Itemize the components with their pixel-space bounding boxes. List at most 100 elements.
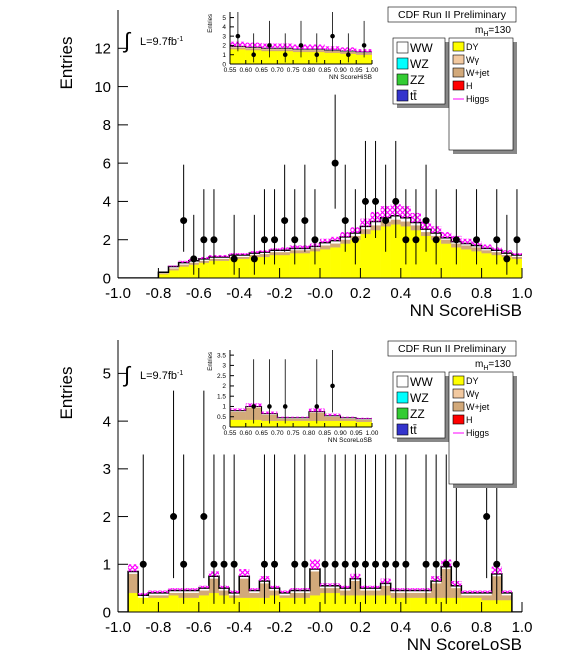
x-tick-label: -0.2: [267, 619, 293, 636]
hatched-bar: [148, 590, 159, 593]
bar: [148, 592, 159, 596]
bar: [481, 248, 492, 251]
y-tick-label: 1: [103, 557, 111, 574]
data-point: [346, 52, 351, 58]
hatched-bar: [461, 590, 472, 593]
hatched-bar: [481, 590, 492, 593]
legend-label: WW: [410, 375, 433, 389]
bar: [178, 262, 189, 265]
x-tick-label: 0.90: [334, 430, 347, 437]
x-tick-label: 0.70: [271, 67, 284, 74]
hatched-bar: [230, 408, 246, 411]
bar: [168, 595, 179, 612]
hatched-bar: [471, 590, 482, 593]
bar: [128, 571, 139, 574]
data-point: [230, 560, 238, 568]
hatched-bar: [219, 255, 230, 257]
data-point: [361, 560, 369, 568]
bar: [309, 571, 321, 596]
luminosity-label: L=9.7fb-1: [140, 36, 183, 48]
data-point: [382, 217, 390, 225]
bar: [127, 592, 139, 612]
x-axis-title: NN ScoreLoSB: [328, 437, 372, 444]
x-tick-label: -0.6: [186, 285, 212, 302]
legend-swatch: [452, 388, 465, 399]
x-tick-label: 0.70: [271, 430, 284, 437]
y-tick-label: 2: [103, 509, 111, 526]
y-tick-label: 10: [94, 79, 111, 96]
y-tick-label: 1: [222, 404, 226, 411]
bar: [471, 597, 482, 612]
bar: [158, 595, 169, 598]
x-tick-label: 0.80: [303, 67, 316, 74]
data-point: [220, 560, 228, 568]
bar: [168, 268, 179, 271]
legend-swatch: [452, 54, 465, 65]
x-tick-label: 0.90: [334, 67, 347, 74]
x-tick-label: -0.8: [145, 619, 171, 636]
bar: [249, 590, 260, 593]
bar: [168, 266, 179, 269]
y-tick-label: 5: [222, 15, 226, 22]
bar: [239, 578, 250, 598]
x-tick-label: 0.4: [390, 285, 411, 302]
legend-label: Higgs: [466, 94, 490, 104]
integral-sign: ∫: [122, 28, 132, 53]
hatched-bar: [293, 416, 309, 418]
bar: [198, 590, 210, 596]
data-point: [330, 33, 335, 39]
bar: [198, 588, 209, 591]
bar: [178, 264, 189, 267]
data-point: [432, 560, 440, 568]
bar: [168, 590, 179, 593]
legend-label: H: [466, 81, 473, 91]
data-point: [271, 236, 279, 244]
bar: [239, 255, 250, 257]
y-tick-label: 2: [103, 232, 111, 249]
y-tick-label: 4: [103, 413, 111, 430]
legend-label: Wγ: [466, 389, 479, 399]
x-tick-label: -0.4: [226, 619, 252, 636]
bar: [340, 420, 357, 427]
bar: [239, 576, 250, 579]
bar: [249, 597, 260, 612]
hatched-bar: [178, 260, 189, 263]
bar: [249, 592, 260, 598]
data-point: [321, 560, 329, 568]
bar: [239, 597, 250, 612]
luminosity-label: L=9.7fb-1: [140, 370, 183, 382]
data-point: [139, 560, 147, 568]
bar: [324, 420, 341, 427]
legend-label: H: [466, 415, 473, 425]
bar: [501, 599, 513, 612]
data-point: [170, 513, 178, 521]
bar: [309, 595, 321, 612]
bar: [309, 569, 320, 572]
bar: [219, 256, 230, 259]
hatched-bar: [168, 588, 179, 591]
bar: [340, 418, 357, 421]
y-tick-label: 0: [222, 424, 226, 431]
legend-label: WZ: [410, 57, 429, 71]
bar: [292, 418, 310, 421]
legend-swatch: [452, 375, 465, 386]
y-tick-label: 5: [103, 366, 111, 383]
bar: [239, 256, 250, 260]
bar: [461, 245, 472, 250]
mass-symbol: m: [475, 25, 483, 36]
bar: [127, 573, 139, 594]
data-point: [493, 560, 501, 568]
bar: [461, 249, 472, 278]
x-tick-label: -0.0: [307, 619, 333, 636]
data-point: [392, 560, 400, 568]
bar: [356, 418, 372, 420]
bar: [158, 592, 169, 596]
x-tick-label: 0.6: [431, 619, 452, 636]
bar: [481, 592, 492, 596]
x-tick-label: -0.6: [186, 619, 212, 636]
x-tick-label: 0.60: [239, 67, 252, 74]
data-point: [361, 43, 367, 48]
x-axis-title: NN ScoreLoSB: [407, 635, 522, 654]
data-point: [314, 404, 320, 409]
plot-area: [118, 94, 522, 278]
